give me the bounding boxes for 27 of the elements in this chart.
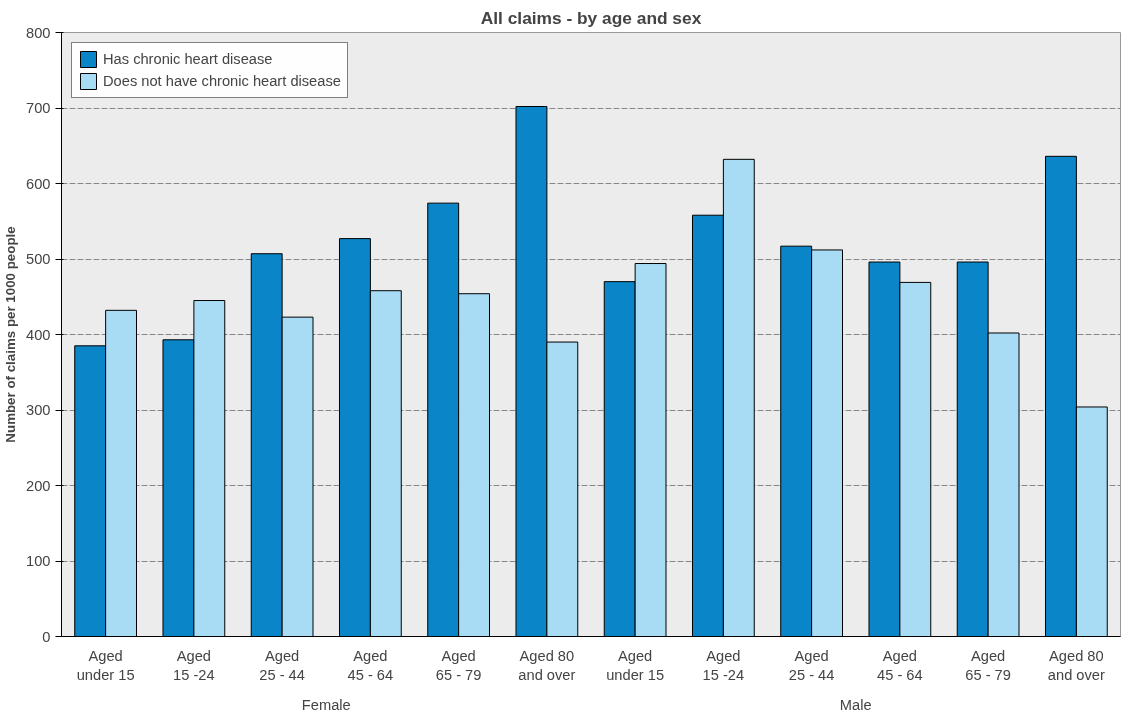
y-tick-label: 500 [26,251,51,267]
y-tick-label: 300 [26,402,51,418]
y-axis-title: Number of claims per 1000 people [3,226,19,443]
x-tick-label: Aged under 15 [606,647,665,683]
x-tick-label: Aged 15 -24 [173,647,215,683]
x-tick-label: Aged 80 and over [1047,647,1106,683]
y-tick-label: 800 [26,24,51,41]
chart-title: All claims - by age and sex [480,7,702,28]
legend-label: Has chronic heart disease [103,51,273,67]
y-tick-label: 700 [26,100,51,116]
x-tick-label: Aged 80 and over [518,647,576,683]
x-tick-label: Aged 65 - 79 [435,647,482,683]
x-tick-label: Aged 25 - 44 [788,647,835,683]
y-tick-label: 0 [42,628,51,645]
x-tick-label: Aged 45 - 64 [347,647,394,683]
y-tick-label: 200 [26,477,51,494]
x-tick-label: Aged under 15 [76,647,135,683]
legend-label: Does not have chronic heart disease [103,73,341,89]
text: Male [839,696,872,713]
x-tick-label: Aged 65 - 79 [965,647,1011,683]
y-tick-label: 400 [26,326,51,343]
y-tick-label: 100 [26,553,51,569]
text: Female [301,696,351,713]
x-tick-label: Aged 25 - 44 [259,647,305,683]
y-tick-label: 600 [26,175,51,192]
x-tick-label: Aged 15 -24 [702,647,745,683]
x-tick-label: Aged 45 - 64 [877,647,923,683]
